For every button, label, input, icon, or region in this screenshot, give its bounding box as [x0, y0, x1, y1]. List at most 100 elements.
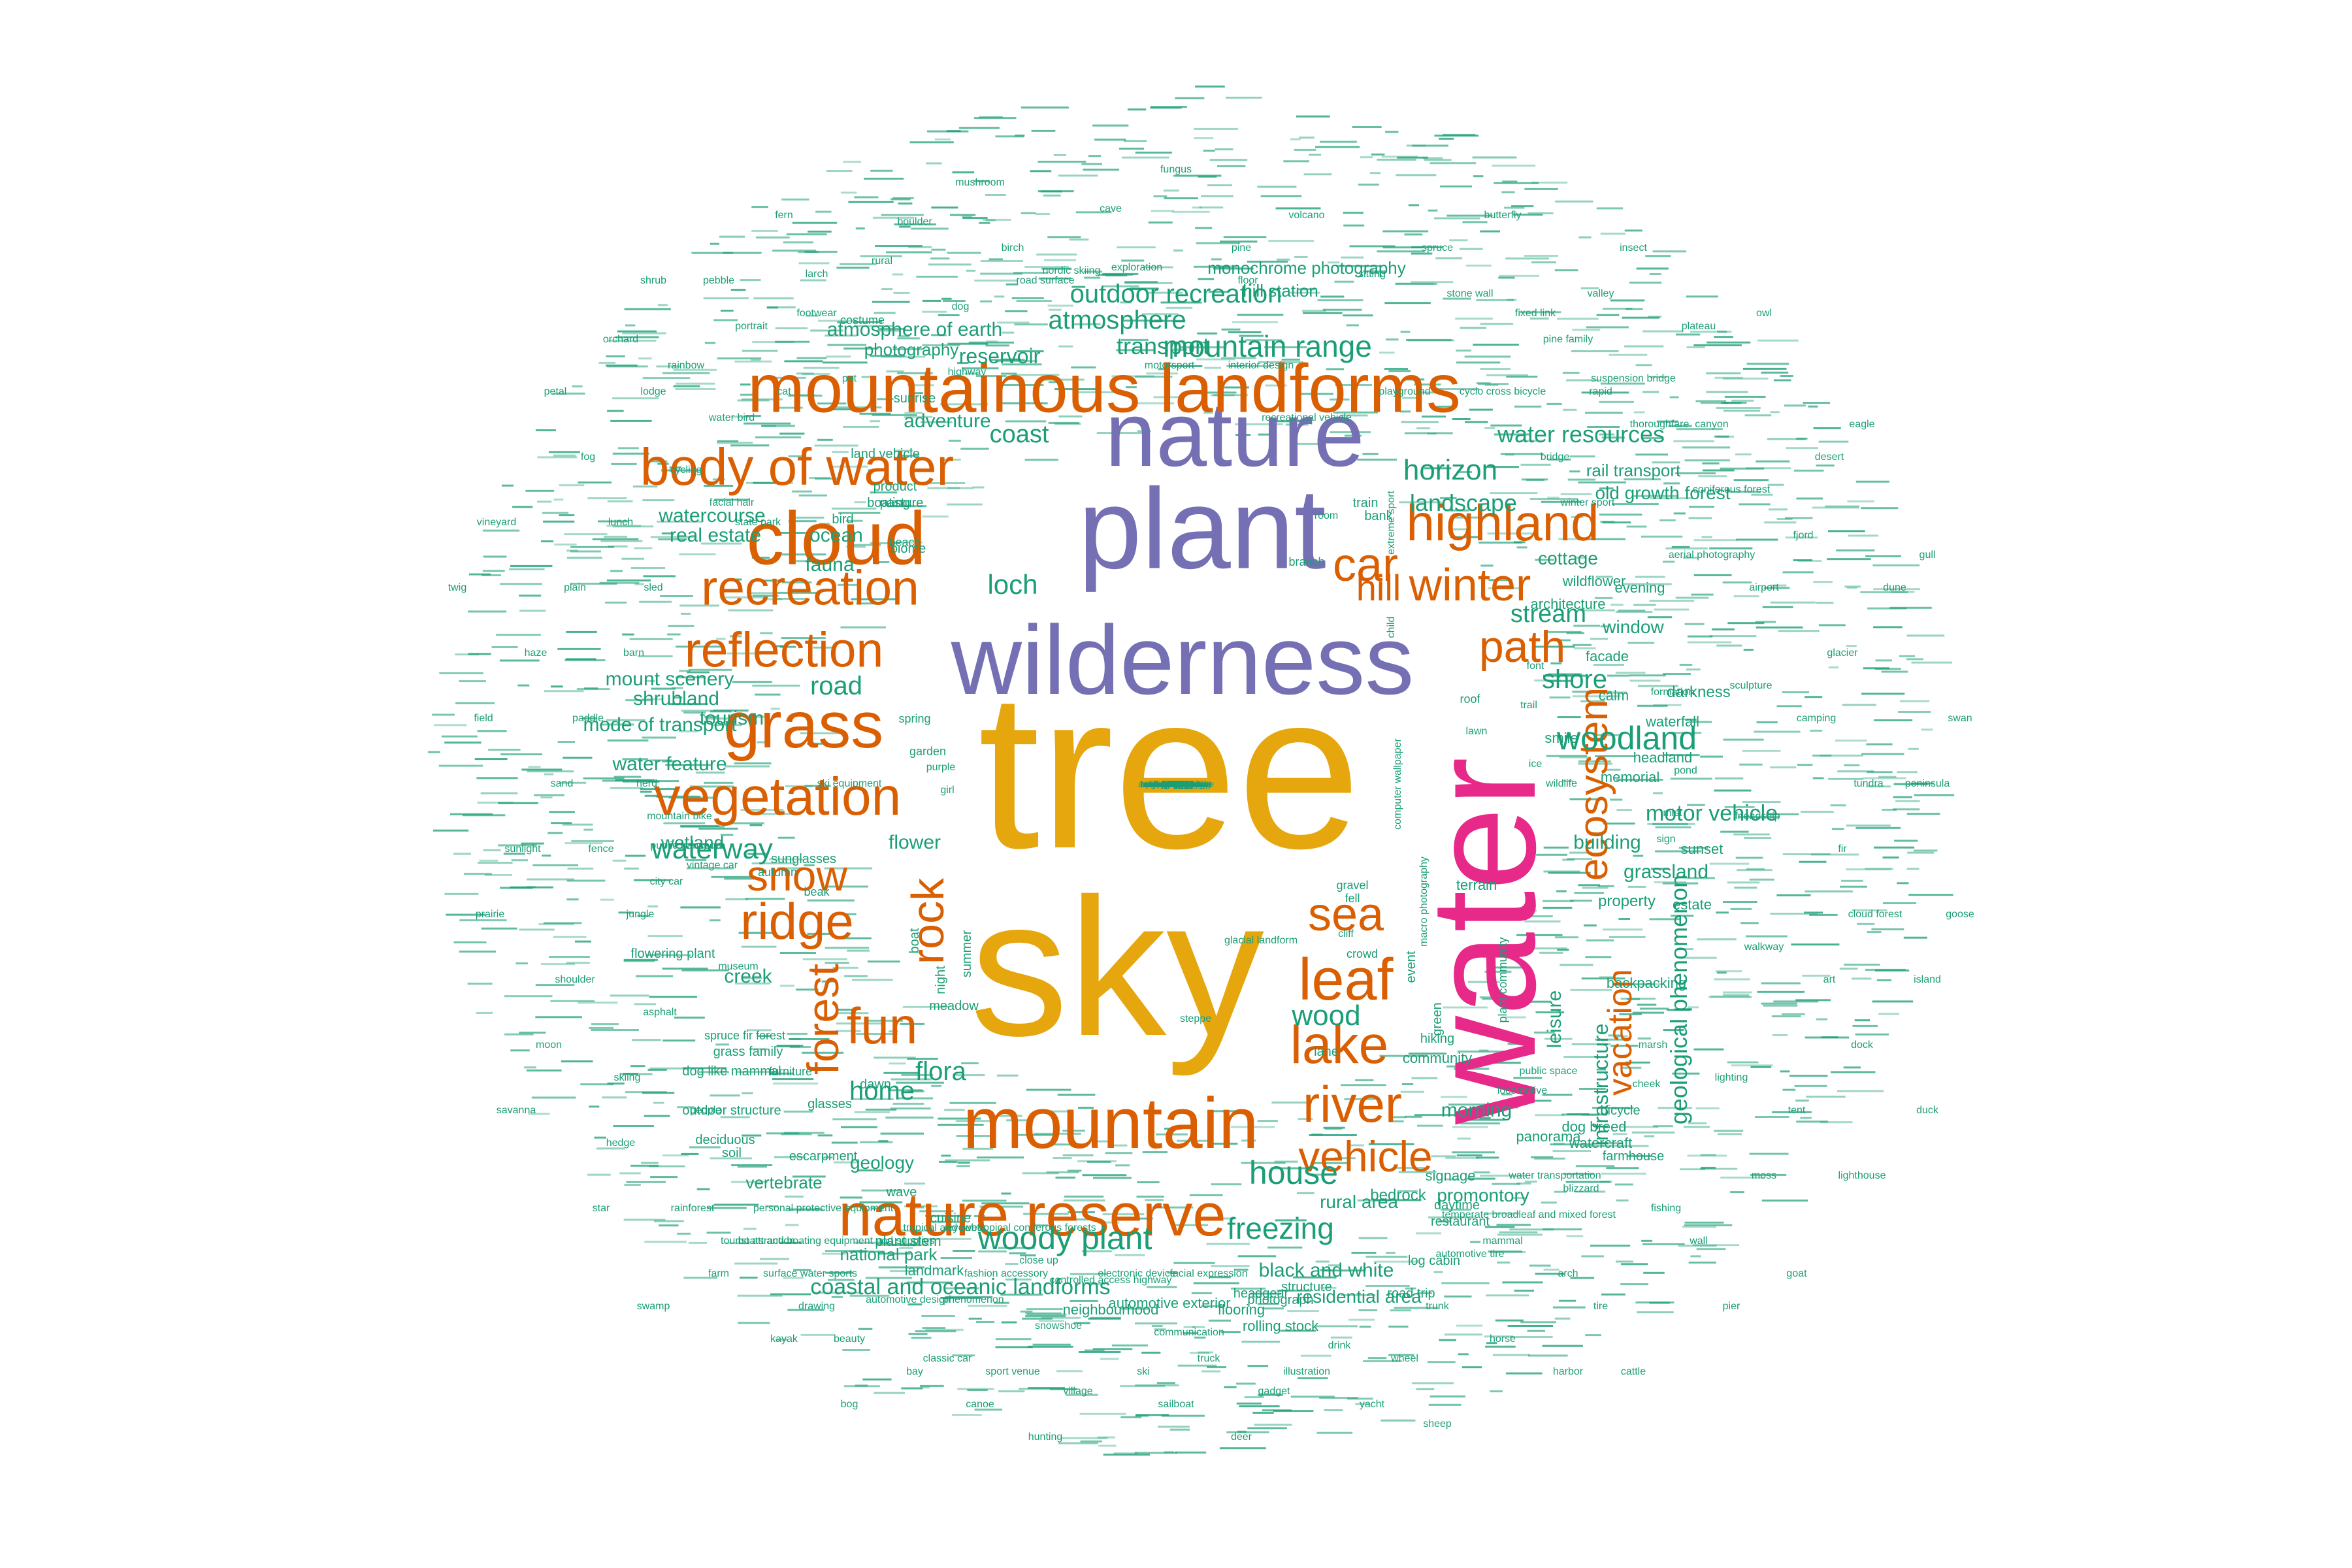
word-water-feature: water feature: [612, 753, 727, 775]
word-rail-transport: rail transport: [1586, 461, 1681, 480]
word-bicycle: bicycle: [1600, 1103, 1641, 1118]
word-wheel: wheel: [1391, 1353, 1418, 1364]
word-town: town: [1166, 779, 1186, 789]
word-terrain: terrain: [1456, 877, 1497, 893]
word-atmosphere: atmosphere: [1048, 306, 1186, 335]
word-neighbourhood: neighbourhood: [1062, 1301, 1159, 1318]
word-birch: birch: [1001, 242, 1024, 253]
word-ruins: ruins: [1166, 779, 1186, 789]
word-helmet: helmet: [1162, 779, 1190, 789]
word-parking: parking: [1161, 779, 1191, 789]
word-bus: bus: [1168, 779, 1184, 789]
word-moon: moon: [535, 1039, 563, 1051]
word-hotel: hotel: [1166, 779, 1186, 789]
word-mode-of-transport: mode of transport: [583, 714, 737, 736]
word-crowd: crowd: [1346, 947, 1379, 960]
word-pebble: pebble: [702, 275, 735, 286]
word-cityscape: cityscape: [1156, 779, 1196, 789]
word-climbing: climbing: [1159, 779, 1193, 789]
word-cloud-forest: cloud forest: [1848, 909, 1903, 920]
word-terrestrial-plant: terrestrial plant: [1145, 779, 1207, 789]
word-nordic-skiing: nordic skiing: [1042, 265, 1101, 276]
word-roof: roof: [1460, 693, 1480, 706]
word-bridge: bridge: [1540, 451, 1570, 463]
word-gadget: gadget: [1258, 1386, 1290, 1397]
word-tourist-attraction: tourist attraction: [721, 1235, 795, 1247]
word-asphalt: asphalt: [643, 1007, 677, 1018]
word-sheep: sheep: [1423, 1418, 1452, 1429]
word-freezing: freezing: [1227, 1211, 1334, 1245]
word-mountain: mountain: [962, 1083, 1259, 1164]
word-field: field: [474, 713, 493, 724]
word-watercraft: watercraft: [1569, 1135, 1633, 1151]
word-automotive-exterior: automotive exterior: [1108, 1295, 1231, 1311]
word-escarpment: escarpment: [789, 1149, 858, 1164]
word-art: art: [1823, 974, 1836, 985]
word-shrubland: shrubland: [633, 688, 719, 710]
word-lunch: lunch: [608, 517, 634, 528]
word-adventure: adventure: [904, 410, 991, 432]
word-metropolitan-area: metropolitan area: [1140, 779, 1212, 789]
word-macro-photography: macro photography: [1418, 857, 1429, 947]
word-jacket: jacket: [1164, 779, 1188, 789]
word-spruce-fir-forest: spruce fir forest: [704, 1029, 786, 1042]
word-peninsula: peninsula: [1904, 778, 1950, 789]
word-path: path: [1478, 622, 1566, 672]
word-snowboarding: snowboarding: [1147, 779, 1205, 789]
word-fjord: fjord: [1793, 530, 1814, 541]
word-motor-vehicle: motor vehicle: [1645, 801, 1778, 826]
word-evergreen: evergreen: [1155, 779, 1197, 789]
word-sunglasses: sunglasses: [770, 852, 837, 866]
word-friendship: friendship: [1735, 811, 1780, 822]
word-daytime: daytime: [1433, 1198, 1480, 1213]
word-rock-climbing: rock climbing: [1149, 779, 1203, 789]
word-perennial-plant: perennial plant: [1146, 779, 1206, 789]
word-horizon: horizon: [1403, 454, 1498, 486]
word-bird: bird: [832, 512, 854, 527]
word-rural-area: rural area: [1320, 1192, 1398, 1212]
word-body-of-water: body of water: [640, 438, 955, 496]
word-tundra: tundra: [1854, 778, 1884, 789]
word-fell: fell: [1345, 892, 1360, 905]
word-hill: hill: [1356, 567, 1401, 608]
word-classic-car: classic car: [923, 1353, 972, 1364]
word-truck: truck: [1197, 1353, 1220, 1364]
word-marsh: marsh: [1638, 1039, 1668, 1051]
word-pier: pier: [1722, 1301, 1740, 1312]
word-hiking: hiking: [1420, 1032, 1455, 1046]
word-ice-skating: ice skating: [1154, 779, 1198, 789]
word-fern: fern: [775, 210, 793, 221]
word-duck: duck: [1916, 1105, 1938, 1116]
word-outdoor-structure: outdoor structure: [682, 1103, 781, 1118]
word-chapel: chapel: [1162, 779, 1190, 789]
word-larch: larch: [805, 269, 828, 280]
word-public-space: public space: [1519, 1066, 1578, 1077]
word-headland: headland: [1633, 749, 1693, 766]
word-atmosphere-of-earth: atmosphere of earth: [826, 319, 1003, 340]
word-boating: boating: [867, 496, 910, 510]
word-community: community: [1402, 1050, 1473, 1066]
word-canyon: canyon: [1695, 419, 1729, 430]
word-automotive-design: automotive design: [866, 1294, 951, 1305]
word-walking: walking: [1160, 779, 1192, 789]
word-deciduous: deciduous: [695, 1133, 755, 1147]
word-vegetation: vegetation: [653, 767, 902, 826]
word-mammal: mammal: [1482, 1235, 1523, 1247]
word-holiday: holiday: [1161, 779, 1191, 789]
word-shoulder: shoulder: [555, 974, 595, 985]
word-building: building: [1573, 832, 1641, 853]
word-reflection: reflection: [684, 622, 884, 678]
word-fence: fence: [588, 843, 614, 855]
word-spruce: spruce: [1421, 242, 1454, 253]
word-gull: gull: [1919, 549, 1936, 561]
word-running: running: [1160, 779, 1192, 789]
word-haze: haze: [524, 647, 547, 659]
word-plateau: plateau: [1681, 321, 1716, 332]
word-monument: monument: [1154, 779, 1198, 789]
word-coastal-and-oceanic-landforms: coastal and oceanic landforms: [810, 1275, 1111, 1299]
word-ocean: ocean: [809, 525, 863, 546]
word-city-car: city car: [649, 876, 683, 887]
word-boulder: boulder: [897, 216, 932, 227]
word-barn: barn: [623, 647, 645, 659]
